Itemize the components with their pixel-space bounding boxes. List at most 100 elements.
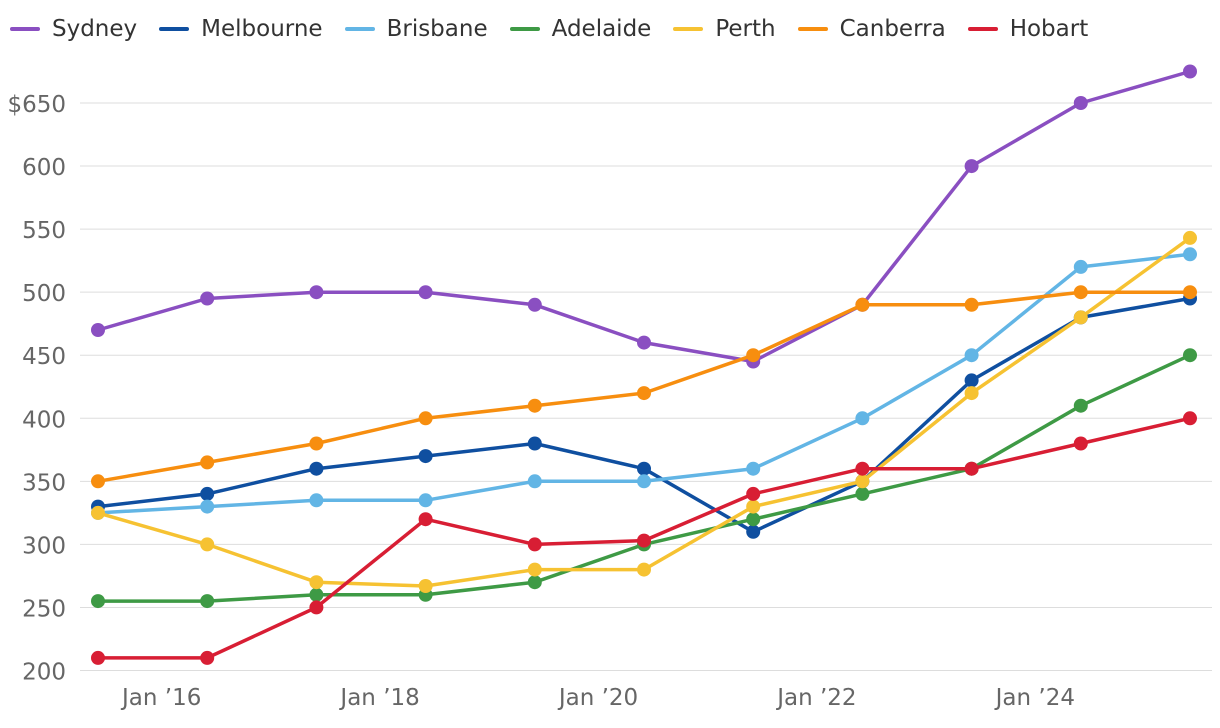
x-tick-label: Jan ’20 — [557, 685, 638, 711]
legend-label: Perth — [715, 16, 776, 42]
x-tick-label: Jan ’16 — [120, 685, 201, 711]
data-point-melbourne[interactable] — [527, 436, 542, 451]
data-point-hobart[interactable] — [1073, 436, 1088, 451]
data-point-canberra[interactable] — [527, 398, 542, 413]
legend-swatch — [673, 27, 704, 31]
data-point-melbourne[interactable] — [637, 461, 651, 476]
series-line-melbourne — [96, 296, 1192, 534]
data-point-brisbane[interactable] — [200, 499, 215, 514]
series-perth — [91, 230, 1197, 593]
data-point-canberra[interactable] — [1073, 285, 1088, 300]
data-point-perth[interactable] — [309, 575, 324, 590]
data-point-brisbane[interactable] — [964, 348, 979, 363]
data-point-hobart[interactable] — [746, 486, 761, 501]
data-point-brisbane[interactable] — [855, 411, 870, 426]
data-point-sydney[interactable] — [200, 291, 215, 306]
data-point-perth[interactable] — [855, 474, 870, 489]
data-point-canberra[interactable] — [746, 348, 761, 363]
data-point-melbourne[interactable] — [200, 486, 215, 501]
data-point-canberra[interactable] — [637, 386, 651, 401]
data-point-brisbane[interactable] — [309, 493, 324, 508]
data-point-adelaide[interactable] — [200, 594, 215, 609]
legend-item-perth[interactable]: Perth — [673, 16, 776, 42]
data-point-sydney[interactable] — [637, 335, 651, 350]
y-tick-label: 250 — [22, 596, 66, 622]
data-point-perth[interactable] — [527, 562, 542, 577]
data-point-canberra[interactable] — [855, 297, 870, 312]
data-point-perth[interactable] — [91, 505, 105, 520]
x-tick-label: Jan ’18 — [338, 685, 419, 711]
data-point-perth[interactable] — [200, 537, 215, 552]
x-axis: Jan ’16 Jan ’18 Jan ’20 Jan ’22 Jan ’24 — [120, 685, 1075, 711]
legend-label: Brisbane — [386, 16, 488, 42]
legend-item-melbourne[interactable]: Melbourne — [159, 16, 323, 42]
y-tick-label: 400 — [22, 407, 66, 433]
data-point-canberra[interactable] — [309, 436, 324, 451]
legend-item-brisbane[interactable]: Brisbane — [344, 16, 488, 42]
series-hobart — [91, 411, 1197, 665]
data-point-hobart[interactable] — [418, 512, 433, 527]
data-point-hobart[interactable] — [309, 600, 324, 615]
data-point-perth[interactable] — [1073, 310, 1088, 325]
legend-label: Sydney — [52, 16, 138, 42]
y-tick-label: 300 — [22, 533, 66, 559]
series-line-sydney — [96, 69, 1192, 364]
data-point-perth[interactable] — [746, 499, 761, 514]
data-point-sydney[interactable] — [1073, 96, 1088, 110]
data-point-sydney[interactable] — [309, 285, 324, 300]
data-point-melbourne[interactable] — [964, 373, 979, 388]
data-point-melbourne[interactable] — [309, 461, 324, 476]
data-point-brisbane[interactable] — [637, 474, 651, 489]
legend-label: Adelaide — [551, 16, 652, 42]
legend-label: Melbourne — [201, 16, 323, 42]
data-point-adelaide[interactable] — [1073, 398, 1088, 413]
y-tick-label: 600 — [22, 155, 66, 181]
legend-item-sydney[interactable]: Sydney — [10, 16, 137, 42]
data-point-brisbane[interactable] — [1183, 247, 1197, 262]
x-tick-label: Jan ’22 — [775, 685, 856, 711]
y-tick-label: $650 — [7, 92, 66, 118]
data-point-canberra[interactable] — [200, 455, 215, 470]
data-point-adelaide[interactable] — [91, 594, 105, 609]
y-tick-label: 450 — [22, 344, 66, 370]
data-point-adelaide[interactable] — [855, 486, 870, 501]
data-point-brisbane[interactable] — [1073, 259, 1088, 274]
data-point-adelaide[interactable] — [1183, 348, 1197, 363]
data-point-brisbane[interactable] — [418, 493, 433, 508]
data-point-perth[interactable] — [637, 562, 651, 577]
data-point-sydney[interactable] — [91, 323, 105, 337]
data-point-canberra[interactable] — [964, 297, 979, 312]
data-point-brisbane[interactable] — [527, 474, 542, 489]
legend-swatch — [344, 27, 375, 31]
data-point-hobart[interactable] — [855, 461, 870, 476]
data-point-perth[interactable] — [418, 579, 433, 593]
data-point-melbourne[interactable] — [418, 449, 433, 464]
legend-item-canberra[interactable]: Canberra — [797, 16, 946, 42]
data-point-canberra[interactable] — [1183, 285, 1197, 300]
data-point-sydney[interactable] — [418, 285, 433, 300]
data-point-adelaide[interactable] — [746, 512, 761, 527]
data-point-sydney[interactable] — [1183, 64, 1197, 79]
data-point-sydney[interactable] — [964, 159, 979, 174]
data-point-canberra[interactable] — [418, 411, 433, 426]
data-point-hobart[interactable] — [1183, 411, 1197, 426]
legend-item-adelaide[interactable]: Adelaide — [509, 16, 652, 42]
data-point-melbourne[interactable] — [746, 524, 761, 539]
data-point-hobart[interactable] — [91, 650, 105, 665]
data-point-hobart[interactable] — [637, 533, 651, 548]
data-point-brisbane[interactable] — [746, 461, 761, 476]
data-point-hobart[interactable] — [964, 461, 979, 476]
data-point-perth[interactable] — [1183, 230, 1197, 245]
data-point-hobart[interactable] — [527, 537, 542, 552]
legend-label: Canberra — [839, 16, 946, 42]
legend-item-hobart[interactable]: Hobart — [967, 16, 1088, 42]
data-point-sydney[interactable] — [527, 297, 542, 312]
data-point-canberra[interactable] — [91, 474, 105, 489]
data-point-adelaide[interactable] — [309, 587, 324, 602]
data-point-perth[interactable] — [964, 386, 979, 401]
data-point-hobart[interactable] — [200, 650, 215, 665]
data-point-adelaide[interactable] — [527, 575, 542, 590]
x-tick-label: Jan ’24 — [994, 685, 1075, 711]
